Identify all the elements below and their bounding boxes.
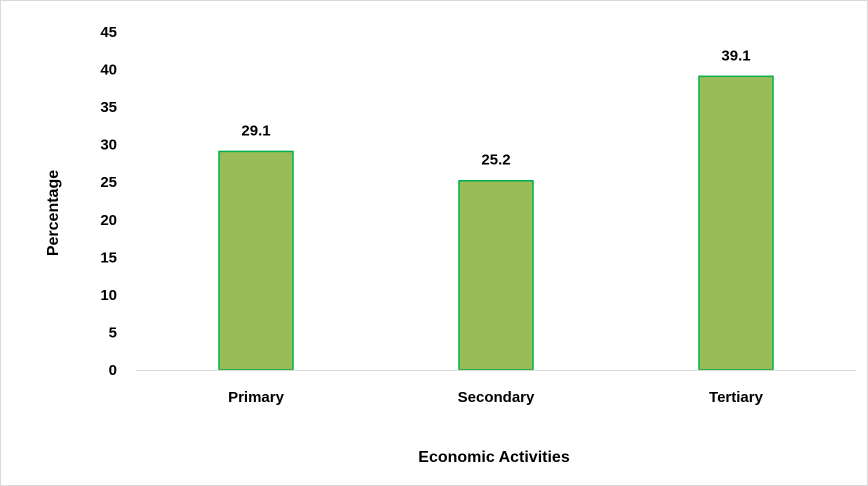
y-tick-label: 40 (100, 62, 117, 79)
x-tick-label-secondary: Secondary (458, 389, 535, 406)
bar-secondary (458, 179, 534, 371)
data-label-primary: 29.1 (241, 122, 270, 139)
data-labels: 29.1 25.2 39.1 (241, 47, 750, 168)
bar-tertiary (698, 75, 774, 371)
y-tick-label: 25 (100, 174, 117, 191)
bars (218, 75, 774, 371)
y-tick-label: 0 (109, 362, 117, 379)
y-tick-label: 30 (100, 137, 117, 154)
y-axis-title: Percentage (45, 170, 62, 256)
y-tick-label: 15 (100, 249, 117, 266)
y-tick-label: 45 (100, 24, 117, 41)
x-tick-label-tertiary: Tertiary (709, 389, 764, 406)
x-axis-ticks: Primary Secondary Tertiary (228, 389, 764, 406)
y-axis-ticks: 0 5 10 15 20 25 30 35 40 45 (100, 24, 117, 379)
bar-primary (218, 150, 294, 371)
data-label-tertiary: 39.1 (721, 47, 750, 64)
y-tick-label: 5 (109, 324, 117, 341)
y-tick-label: 20 (100, 212, 117, 229)
y-tick-label: 10 (100, 287, 117, 304)
x-axis-title: Economic Activities (418, 449, 570, 466)
y-tick-label: 35 (100, 99, 117, 116)
x-tick-label-primary: Primary (228, 389, 285, 406)
data-label-secondary: 25.2 (481, 152, 510, 169)
